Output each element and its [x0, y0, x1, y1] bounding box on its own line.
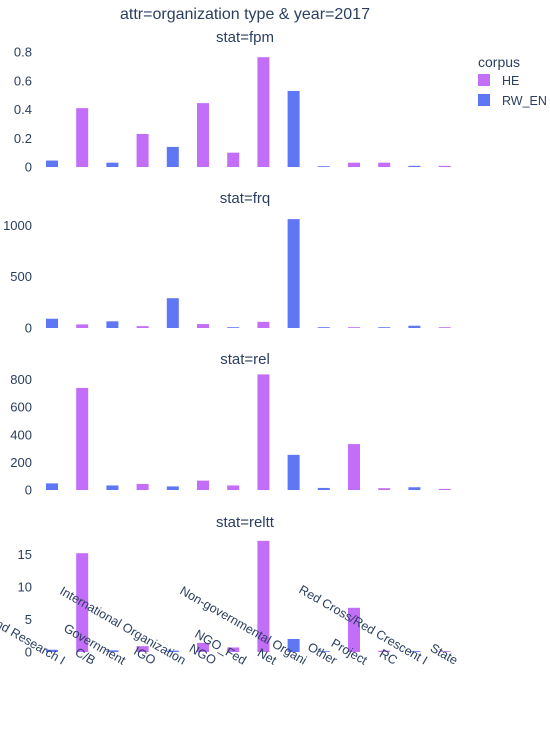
- y-tick-label: 400: [10, 427, 32, 442]
- bar-rw-en[interactable]: [166, 146, 179, 167]
- y-tick-label: 0.4: [14, 102, 32, 117]
- bar-rw-en[interactable]: [106, 650, 119, 653]
- legend-title: corpus: [478, 54, 520, 70]
- bar-rw-en[interactable]: [46, 318, 58, 328]
- facet-panel: stat=fpm 0 0.2 0.4 0.6 0.8: [14, 29, 451, 175]
- bar-rw-en[interactable]: [46, 160, 58, 167]
- bar-rw-en[interactable]: [408, 651, 421, 652]
- x-tick-label: State: [428, 641, 460, 668]
- y-tick-label: 10: [18, 580, 32, 595]
- legend-item-rw-en[interactable]: RW_EN: [478, 94, 547, 108]
- bar-he[interactable]: [438, 165, 451, 167]
- bar-rw-en[interactable]: [166, 486, 179, 490]
- y-tick-label: 600: [10, 400, 32, 415]
- y-tick-label: 0: [25, 321, 32, 336]
- bar-he[interactable]: [76, 108, 89, 167]
- bar-rw-en[interactable]: [408, 165, 421, 167]
- y-tick-label: 0.2: [14, 131, 32, 146]
- bar-rw-en[interactable]: [227, 327, 240, 328]
- bar-rw-en[interactable]: [408, 325, 421, 328]
- bar-he[interactable]: [76, 387, 89, 490]
- figure-title: attr=organization type & year=2017: [120, 6, 370, 23]
- y-tick-label: 15: [18, 547, 32, 562]
- bar-rw-en[interactable]: [287, 639, 300, 652]
- bar-rw-en[interactable]: [408, 487, 421, 490]
- bar-rw-en[interactable]: [46, 649, 58, 652]
- legend[interactable]: corpus HE RW_EN: [478, 54, 547, 108]
- bar-rw-en[interactable]: [46, 483, 58, 490]
- bar-he[interactable]: [227, 152, 240, 167]
- legend-item-he[interactable]: HE: [478, 74, 519, 88]
- bar-he[interactable]: [378, 650, 391, 652]
- bar-he[interactable]: [378, 488, 391, 490]
- bar-he[interactable]: [136, 646, 149, 652]
- bar-rw-en[interactable]: [287, 219, 300, 328]
- y-tick-label: 5: [25, 612, 32, 627]
- bar-he[interactable]: [197, 324, 209, 328]
- bar-rw-en[interactable]: [317, 327, 330, 328]
- bar-he[interactable]: [136, 483, 149, 490]
- y-tick-label: 0.8: [14, 45, 32, 60]
- bar-he[interactable]: [348, 327, 360, 328]
- bar-rw-en[interactable]: [106, 321, 119, 328]
- bar-rw-en[interactable]: [166, 298, 179, 328]
- bar-he[interactable]: [257, 57, 270, 168]
- bar-he[interactable]: [136, 326, 149, 328]
- bar-he[interactable]: [438, 651, 451, 652]
- bar-rw-en[interactable]: [287, 454, 300, 490]
- bar-he[interactable]: [136, 133, 149, 167]
- bar-he[interactable]: [438, 327, 451, 328]
- facet-panel: stat=rel 0 200 400 600 800: [10, 351, 451, 498]
- bar-rw-en[interactable]: [106, 485, 119, 490]
- facet-panels: stat=fpm00.20.40.60.8stat=frq05001000sta…: [3, 29, 451, 660]
- bar-rw-en[interactable]: [317, 166, 330, 167]
- x-tick-label: Academic and Research I: [0, 584, 67, 668]
- bar-he[interactable]: [197, 642, 209, 652]
- y-tick-label: 0: [25, 645, 32, 660]
- bar-he[interactable]: [227, 647, 240, 652]
- legend-label: HE: [502, 74, 519, 88]
- x-axis: Academic and Research IC/BGovernmentIGOI…: [0, 583, 460, 668]
- bar-rw-en[interactable]: [317, 651, 330, 652]
- bar-he[interactable]: [257, 374, 270, 490]
- bar-he[interactable]: [76, 553, 89, 652]
- panel-title: stat=reltt: [216, 514, 275, 531]
- y-tick-label: 200: [10, 455, 32, 470]
- bar-rw-en[interactable]: [287, 90, 300, 167]
- bar-he[interactable]: [76, 324, 89, 328]
- bar-he[interactable]: [378, 162, 391, 167]
- legend-label: RW_EN: [502, 94, 547, 108]
- legend-swatch: [478, 74, 490, 86]
- bar-he[interactable]: [348, 162, 360, 167]
- bar-he[interactable]: [197, 103, 209, 167]
- panel-title: stat=rel: [220, 351, 270, 368]
- bar-he[interactable]: [197, 480, 209, 490]
- facet-panel: stat=reltt 0 5 10 15: [18, 514, 451, 660]
- y-tick-label: 800: [10, 372, 32, 387]
- bar-rw-en[interactable]: [166, 650, 179, 652]
- bar-he[interactable]: [227, 485, 240, 490]
- y-tick-label: 500: [10, 269, 32, 284]
- bar-rw-en[interactable]: [378, 327, 391, 328]
- y-tick-label: 1000: [3, 218, 32, 233]
- panel-title: stat=frq: [220, 190, 270, 207]
- facet-panel: stat=frq 0 500 1000: [3, 190, 451, 336]
- bar-rw-en[interactable]: [106, 162, 119, 167]
- bar-he[interactable]: [438, 488, 451, 490]
- y-tick-label: 0.6: [14, 73, 32, 88]
- legend-swatch: [478, 94, 490, 106]
- bar-he[interactable]: [348, 444, 360, 490]
- bar-he[interactable]: [257, 321, 270, 328]
- y-tick-label: 0: [25, 160, 32, 175]
- panel-title: stat=fpm: [216, 29, 274, 46]
- y-tick-label: 0: [25, 483, 32, 498]
- bar-rw-en[interactable]: [317, 487, 330, 490]
- bar-he[interactable]: [257, 540, 270, 652]
- bar-he[interactable]: [348, 607, 360, 652]
